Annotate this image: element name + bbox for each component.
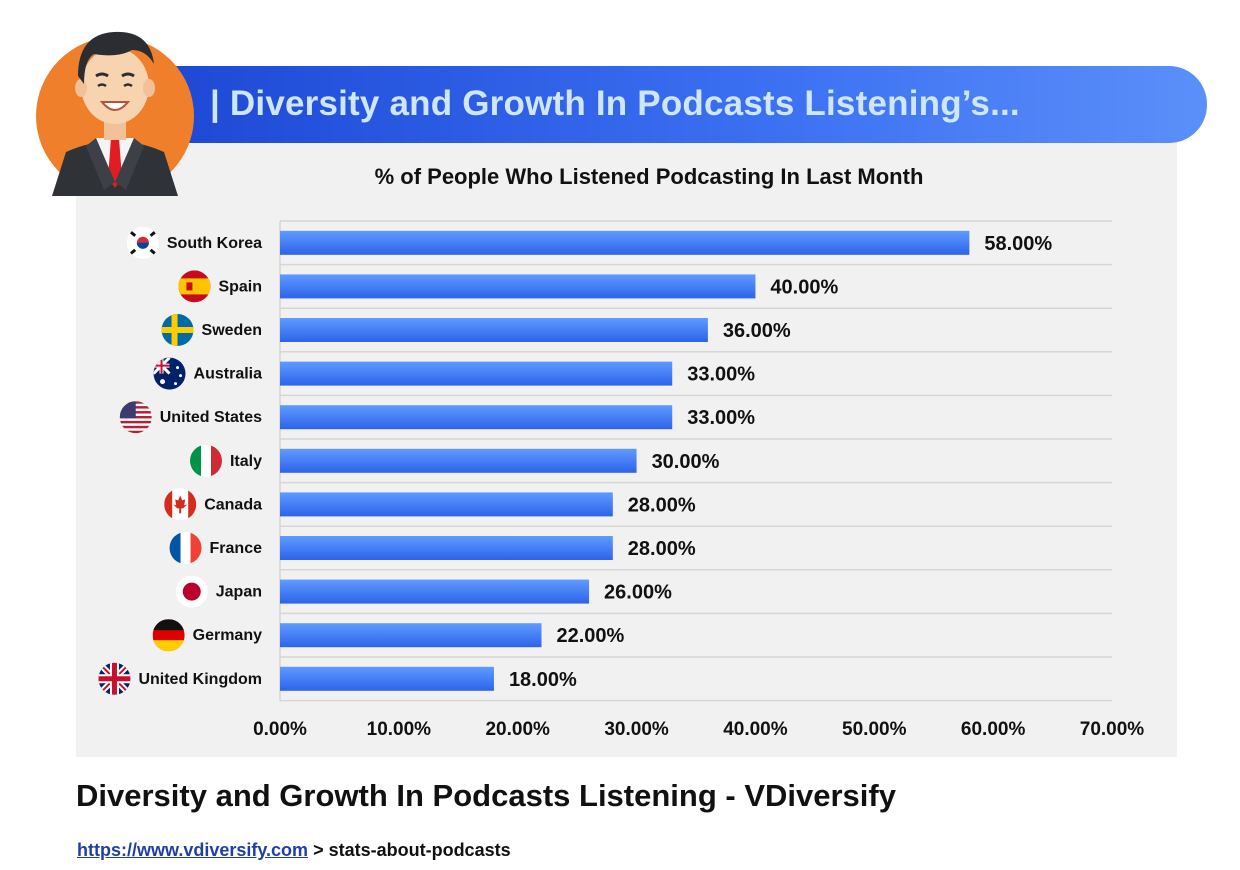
data-label: 28.00%	[628, 494, 696, 516]
bar	[280, 492, 613, 517]
businessman-avatar-icon	[36, 31, 194, 196]
france-flag-icon	[169, 532, 202, 564]
x-tick-label: 30.00%	[604, 719, 669, 740]
data-label: 28.00%	[628, 538, 696, 560]
category-label: Canada	[204, 496, 262, 513]
footer-title: Diversity and Growth In Podcasts Listeni…	[76, 778, 896, 813]
category-label: United States	[160, 409, 262, 426]
south-korea-flag-icon	[126, 226, 159, 259]
data-label: 58.00%	[984, 233, 1052, 255]
x-tick-label: 60.00%	[961, 719, 1026, 740]
chart-title: % of People Who Listened Podcasting In L…	[375, 164, 924, 189]
bar	[280, 536, 613, 560]
source-line: https://www.vdiversify.com > stats-about…	[77, 840, 511, 861]
x-tick-label: 10.00%	[367, 719, 432, 740]
x-tick-label: 0.00%	[253, 719, 307, 740]
japan-flag-icon	[175, 575, 208, 608]
bar	[280, 623, 542, 648]
category-label: Japan	[216, 584, 262, 601]
bar	[280, 666, 494, 691]
data-label: 22.00%	[556, 625, 624, 647]
bar	[280, 405, 673, 430]
x-tick-label: 20.00%	[485, 719, 550, 740]
category-label: Spain	[218, 278, 262, 295]
category-label: United Kingdom	[138, 671, 262, 688]
source-path: > stats-about-podcasts	[313, 840, 511, 860]
bar	[280, 274, 756, 299]
header-title: | Diversity and Growth In Podcasts Liste…	[210, 84, 1020, 123]
category-label: Australia	[194, 366, 263, 383]
x-tick-label: 50.00%	[842, 719, 907, 740]
sweden-flag-icon	[161, 314, 194, 346]
germany-flag-icon	[152, 619, 185, 652]
united-states-flag-icon	[119, 401, 152, 434]
canada-flag-icon	[164, 488, 197, 521]
data-label: 33.00%	[687, 364, 755, 386]
x-tick-label: 40.00%	[723, 719, 788, 740]
category-label: Germany	[193, 627, 262, 644]
category-label: South Korea	[167, 235, 262, 252]
source-link[interactable]: https://www.vdiversify.com	[77, 840, 309, 860]
united-kingdom-flag-icon	[98, 662, 131, 695]
category-label: France	[210, 540, 263, 557]
bar	[280, 448, 637, 473]
italy-flag-icon	[189, 444, 222, 477]
data-label: 40.00%	[770, 276, 838, 298]
bar	[280, 361, 673, 386]
x-tick-label: 70.00%	[1080, 719, 1145, 740]
spain-flag-icon	[178, 270, 211, 303]
bar	[280, 579, 590, 604]
category-label: Italy	[230, 453, 262, 470]
data-label: 33.00%	[687, 407, 755, 429]
category-label: Sweden	[202, 322, 262, 339]
bar	[280, 230, 970, 255]
data-label: 18.00%	[509, 669, 577, 691]
data-label: 26.00%	[604, 582, 672, 604]
data-label: 36.00%	[723, 320, 791, 342]
header-banner	[176, 66, 1207, 143]
bar	[280, 318, 708, 342]
australia-flag-icon	[153, 357, 186, 390]
data-label: 30.00%	[652, 451, 720, 473]
